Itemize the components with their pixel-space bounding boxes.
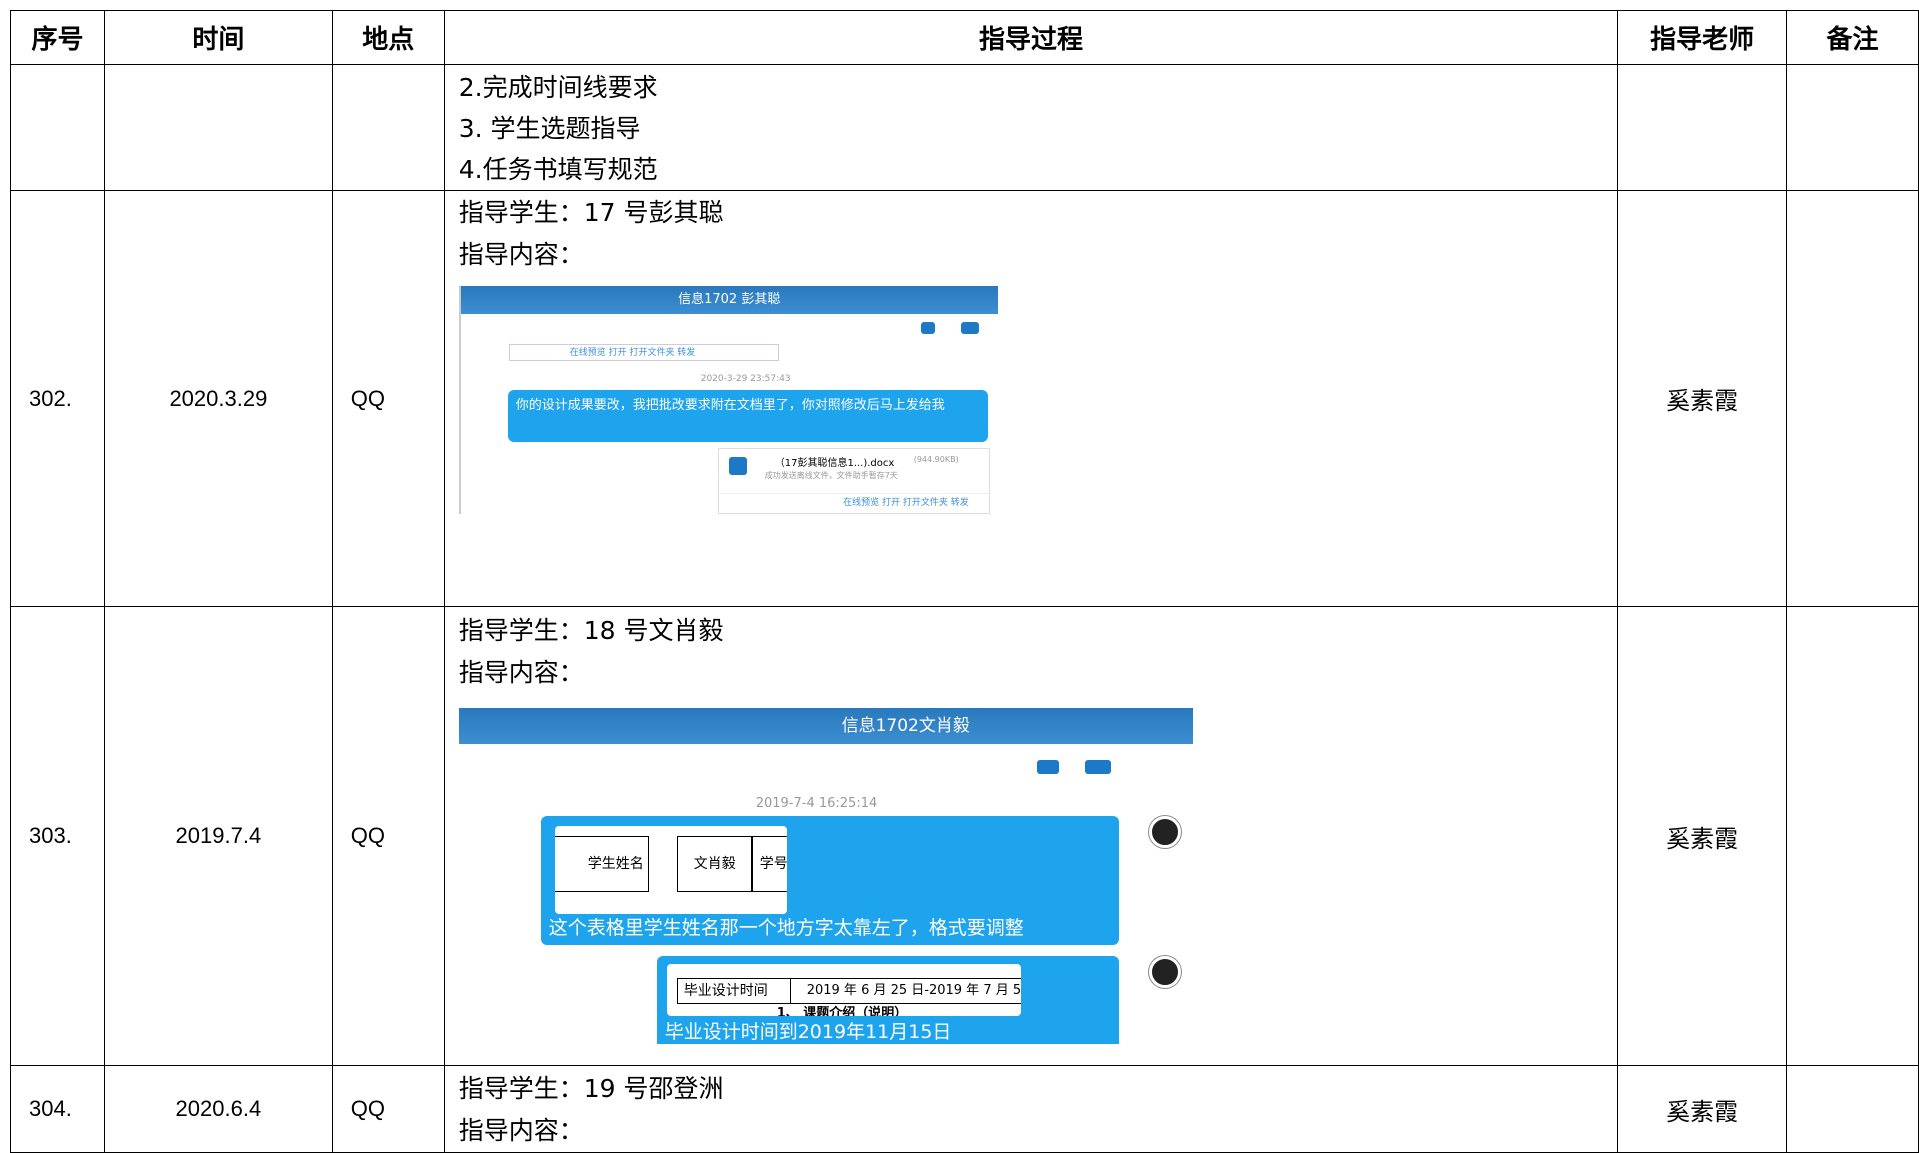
file-name: （17彭其聪信息1...).docx [774, 458, 895, 469]
snippet-cell: 毕业设计时间 [676, 978, 791, 1004]
process-line: 指导内容： [458, 240, 584, 269]
timestamp: 2019-7-4 16:25:14 [755, 796, 878, 811]
avatar [1148, 816, 1181, 848]
table-snippet: 学生姓名 文肖毅 学号 [554, 826, 787, 914]
header: 时间 [103, 10, 333, 65]
process-cell: 指导学生：19 号邵登洲 指导内容： [443, 1065, 1619, 1153]
process-line: 指导学生：18 号文肖毅 [458, 616, 724, 645]
cell [1786, 190, 1919, 607]
message: 毕业设计时间 2019 年 6 月 25 日-2019 年 7 月 5 日 1、… [656, 956, 1119, 1044]
process-line: 2.完成时间线要求 [458, 73, 658, 102]
icon [960, 322, 979, 334]
process-line: 指导学生：19 号邵登洲 [458, 1074, 724, 1103]
icon [1084, 760, 1111, 774]
file-toolbar: 在线预览 打开 打开文件夹 转发 [508, 344, 779, 361]
snippet-cell: 文肖毅 [676, 836, 753, 892]
icon [920, 322, 935, 334]
process-line: 指导内容： [458, 658, 584, 687]
process-line: 4.任务书填写规范 [458, 155, 658, 184]
cell [1617, 64, 1788, 191]
row: 2.完成时间线要求 3. 学生选题指导 4.任务书填写规范 [10, 64, 1919, 191]
snippet-cell: 学号 [750, 836, 787, 892]
snippet-cell: 2019 年 6 月 25 日-2019 年 7 月 5 日 [789, 978, 1021, 1004]
chat-title: 信息1702 彭其聪 [460, 286, 998, 314]
process-line: 3. 学生选题指导 [458, 114, 641, 143]
header: 备注 [1786, 10, 1919, 65]
chat-title: 信息1702文肖毅 [458, 708, 1193, 744]
screenshot: 信息1702文肖毅 2019-7-4 16:25:14 学生姓名 文肖毅 学号 … [458, 708, 1193, 1044]
avatar [1148, 956, 1181, 988]
process-cell: 指导学生：17 号彭其聪 指导内容： 信息1702 彭其聪 在线预览 打开 打开… [443, 190, 1619, 607]
message-text: 这个表格里学生姓名那一个地方字太靠左了，格式要调整 [548, 917, 1024, 939]
teacher: 奚素霞 [1617, 606, 1788, 1066]
timestamp: 2020-3-29 23:57:43 [700, 374, 791, 384]
header: 指导老师 [1617, 10, 1788, 65]
cell [1786, 64, 1919, 191]
file-card: （17彭其聪信息1...).docx (944.90KB) 成功发送离线文件，文… [717, 448, 990, 514]
place: QQ [331, 1065, 445, 1153]
seq: 302. [10, 190, 105, 607]
snippet-text: 1、 课题介绍（说明） [776, 1006, 908, 1016]
date: 2020.3.29 [103, 190, 333, 607]
message-text: 毕业设计时间到2019年11月15日 [664, 1021, 952, 1043]
word-icon [728, 457, 747, 475]
row: 304. 2020.6.4 QQ 指导学生：19 号邵登洲 指导内容： 奚素霞 [10, 1065, 1919, 1153]
header-row: 序号 时间 地点 指导过程 指导老师 备注 [10, 10, 1919, 65]
process-line: 指导内容： [458, 1116, 584, 1145]
file-status: 成功发送离线文件，文件助手暂存7天 [764, 471, 898, 480]
row: 302. 2020.3.29 QQ 指导学生：17 号彭其聪 指导内容： 信息1… [10, 190, 1919, 607]
message: 你的设计成果要改，我把批改要求附在文档里了，你对照修改后马上发给我 [507, 390, 988, 442]
place: QQ [331, 190, 445, 607]
snippet-cell: 学生姓名 [554, 836, 649, 892]
guidance-table: 序号 时间 地点 指导过程 指导老师 备注 2.完成时间线要求 3. 学生选题指… [10, 10, 1919, 1153]
date: 2020.6.4 [103, 1065, 333, 1153]
header: 指导过程 [443, 10, 1619, 65]
seq: 303. [10, 606, 105, 1066]
file-toolbar: 在线预览 打开 打开文件夹 转发 [718, 493, 989, 512]
process-cell: 指导学生：18 号文肖毅 指导内容： 信息1702文肖毅 2019-7-4 16… [443, 606, 1619, 1066]
message: 学生姓名 文肖毅 学号 这个表格里学生姓名那一个地方字太靠左了，格式要调整 [540, 816, 1119, 945]
cell [1786, 606, 1919, 1066]
row: 303. 2019.7.4 QQ 指导学生：18 号文肖毅 指导内容： 信息17… [10, 606, 1919, 1066]
teacher: 奚素霞 [1617, 190, 1788, 607]
cell [103, 64, 333, 191]
screenshot: 信息1702 彭其聪 在线预览 打开 打开文件夹 转发 2020-3-29 23… [458, 286, 998, 514]
file-size: (944.90KB) [913, 455, 959, 464]
place: QQ [331, 606, 445, 1066]
process-cell: 2.完成时间线要求 3. 学生选题指导 4.任务书填写规范 [443, 64, 1619, 191]
teacher: 奚素霞 [1617, 1065, 1788, 1153]
cell [331, 64, 445, 191]
cell [10, 64, 105, 191]
table-snippet: 毕业设计时间 2019 年 6 月 25 日-2019 年 7 月 5 日 1、… [666, 964, 1021, 1016]
date: 2019.7.4 [103, 606, 333, 1066]
process-line: 指导学生：17 号彭其聪 [458, 198, 724, 227]
header: 序号 [10, 10, 105, 65]
icon [1036, 760, 1059, 774]
header: 地点 [331, 10, 445, 65]
seq: 304. [10, 1065, 105, 1153]
cell [1786, 1065, 1919, 1153]
